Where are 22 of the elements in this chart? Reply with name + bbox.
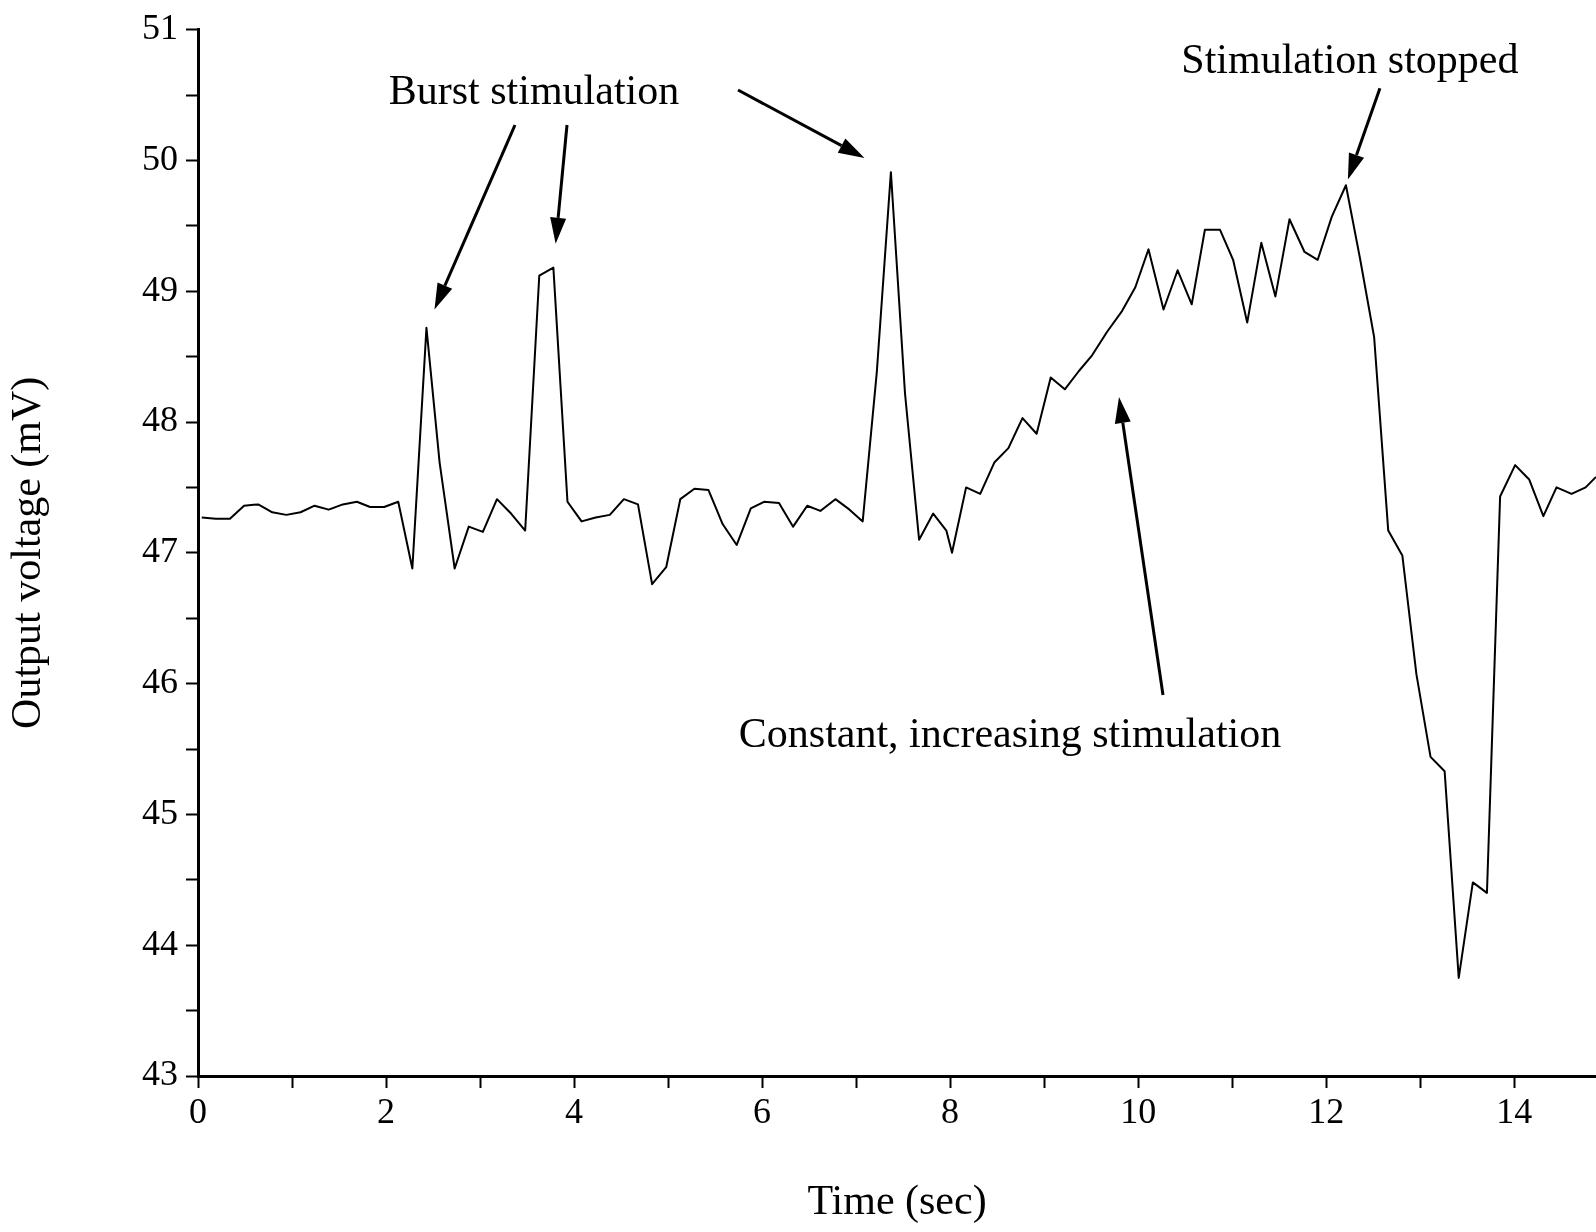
y-tick-label: 50 (142, 137, 178, 178)
annotation: Constant, increasing stimulation (738, 709, 1282, 756)
annotation: Stimulation stopped (1181, 35, 1519, 82)
x-tick-label: 10 (1120, 1091, 1157, 1132)
y-tick-label: 46 (142, 661, 178, 702)
y-tick-label: 51 (142, 7, 178, 48)
x-tick-label: 6 (753, 1091, 772, 1132)
y-axis-title: Output voltage (mV) (3, 376, 51, 729)
x-tick-label: 12 (1308, 1091, 1345, 1132)
x-tick-label: 0 (189, 1091, 207, 1132)
y-tick-label: 45 (142, 791, 178, 832)
x-axis-title: Time (sec) (807, 1176, 987, 1224)
x-tick-label: 14 (1496, 1091, 1533, 1132)
y-tick-label: 48 (142, 399, 178, 440)
x-tick-label: 4 (565, 1091, 584, 1132)
annotation: Burst stimulation (388, 66, 680, 113)
y-tick-label: 49 (142, 268, 178, 309)
y-tick-label: 47 (142, 530, 178, 571)
y-tick-label: 43 (142, 1053, 178, 1094)
y-tick-label: 44 (142, 922, 178, 963)
x-tick-label: 8 (941, 1091, 960, 1132)
x-tick-label: 2 (377, 1091, 396, 1132)
